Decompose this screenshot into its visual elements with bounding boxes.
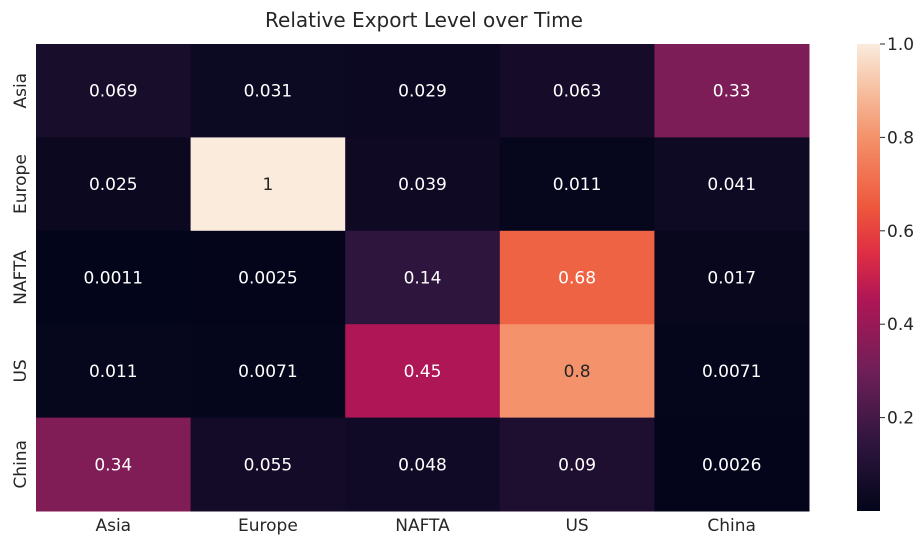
cell-value-label: 0.0071: [238, 362, 297, 382]
heatmap-cell: [345, 417, 501, 512]
colorbar-tick-label: 0.2: [887, 409, 914, 429]
cell-value-label: 0.048: [398, 455, 447, 475]
cell-value-label: 0.041: [707, 175, 756, 195]
heatmap-cell: [654, 417, 810, 512]
heatmap-cell: [345, 44, 501, 138]
heatmap-cell: [190, 44, 346, 138]
cell-value-label: 0.14: [404, 269, 442, 289]
cell-value-label: 0.68: [558, 269, 596, 289]
heatmap-cell: [499, 230, 655, 325]
colorbar: 0.2 0.4 0.6 0.8 1.0: [857, 35, 914, 511]
cell-value-label: 0.34: [94, 455, 132, 475]
chart-title: Relative Export Level over Time: [265, 8, 583, 32]
colorbar-tick-label: 0.8: [887, 128, 914, 148]
heatmap-cell: [654, 324, 810, 419]
heatmap-cell: [499, 44, 655, 138]
cell-value-label: 0.011: [553, 175, 602, 195]
cell-value-label: 0.029: [398, 82, 447, 102]
cell-value-label: 0.0071: [702, 362, 761, 382]
x-tick-label: China: [707, 516, 756, 535]
heatmap-cell: [190, 417, 346, 512]
cell-value-label: 0.039: [398, 175, 447, 195]
y-tick-label: US: [11, 359, 31, 382]
y-tick-label: Asia: [11, 73, 31, 109]
cell-value-label: 0.069: [89, 82, 138, 102]
heatmap-cell: [190, 324, 346, 419]
cell-value-label: 0.025: [89, 175, 138, 195]
heatmap-cell: [345, 137, 501, 232]
y-tick-label: NAFTA: [11, 250, 31, 305]
heatmap-cell: [36, 230, 192, 325]
heatmap-cell: [36, 137, 192, 232]
heatmap-cell: [654, 137, 810, 232]
cell-value-label: 0.45: [404, 362, 442, 382]
cell-value-label: 1: [262, 175, 273, 195]
heatmap-cell: [499, 417, 655, 512]
heatmap-cell: [345, 230, 501, 325]
colorbar-gradient: [857, 44, 880, 511]
cell-value-label: 0.017: [707, 269, 756, 289]
heatmap-cell: [499, 324, 655, 419]
heatmap-cell: [36, 44, 192, 138]
cell-value-label: 0.33: [713, 82, 751, 102]
x-tick-label: US: [565, 516, 588, 535]
colorbar-tick-label: 0.4: [887, 315, 914, 335]
heatmap-cells: 0.069 0.031 0.029 0.063 0.33 0.025 1 0.039 0.011…: [36, 44, 810, 512]
cell-value-label: 0.031: [244, 82, 293, 102]
heatmap-cell: [190, 230, 346, 325]
cell-value-label: 0.063: [553, 82, 602, 102]
y-tick-label: China: [11, 440, 31, 489]
cell-value-label: 0.055: [244, 455, 293, 475]
cell-value-label: 0.011: [89, 362, 138, 382]
y-axis: Asia Europe NAFTA US China: [11, 73, 31, 489]
cell-value-label: 0.09: [558, 455, 596, 475]
cell-value-label: 0.0025: [238, 269, 297, 289]
x-tick-label: Europe: [238, 516, 298, 535]
heatmap-cell: [654, 230, 810, 325]
heatmap-cell: [190, 137, 346, 232]
cell-value-label: 0.8: [564, 362, 591, 382]
heatmap-cell: [36, 324, 192, 419]
heatmap-cell: [499, 137, 655, 232]
cell-value-label: 0.0011: [84, 269, 143, 289]
heatmap-cell: [36, 417, 192, 512]
cell-value-label: 0.0026: [702, 455, 761, 475]
heatmap-cell: [654, 44, 810, 138]
colorbar-tick-label: 0.6: [887, 222, 914, 242]
y-tick-label: Europe: [11, 154, 31, 214]
x-axis: Asia Europe NAFTA US China: [95, 516, 756, 535]
heatmap-cell: [345, 324, 501, 419]
colorbar-tick-label: 1.0: [887, 35, 914, 55]
x-tick-label: Asia: [95, 516, 131, 535]
x-tick-label: NAFTA: [395, 516, 450, 535]
